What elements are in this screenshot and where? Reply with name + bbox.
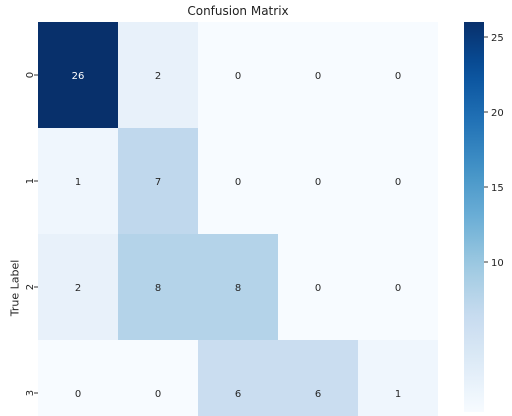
heatmap-cell [358,234,438,340]
colorbar-tick-label: 25 [491,33,504,44]
heatmap-cell [38,128,118,234]
chart-title: Confusion Matrix [187,4,289,18]
cell-value-label: 1 [75,177,81,188]
cell-value-label: 0 [395,177,401,188]
y-tick-label: 1 [25,178,36,184]
heatmap-cell [278,22,358,128]
heatmap-cell [198,22,278,128]
heatmap-cell [198,340,278,416]
cell-value-label: 7 [155,177,161,188]
heatmap-cell [38,234,118,340]
cell-value-label: 6 [315,389,321,400]
cell-value-label: 1 [395,389,401,400]
cell-value-label: 8 [155,283,161,294]
heatmap-cell [358,22,438,128]
cell-value-label: 0 [75,389,81,400]
heatmap-cell [38,340,118,416]
heatmap-cell [358,340,438,416]
heatmap-cell [358,128,438,234]
cell-value-label: 0 [395,71,401,82]
colorbar-tick-label: 15 [491,183,504,194]
cell-value-label: 6 [235,389,241,400]
cell-value-label: 2 [155,71,161,82]
heatmap-cell [278,234,358,340]
colorbar [464,22,484,412]
heatmap-cell [198,128,278,234]
cell-value-label: 0 [395,283,401,294]
cell-value-label: 8 [235,283,241,294]
heatmap-cell [278,340,358,416]
heatmap-cell [38,22,118,128]
y-tick-label: 0 [25,72,36,78]
cell-value-label: 0 [315,283,321,294]
cell-value-label: 0 [315,177,321,188]
heatmap-cell [118,340,198,416]
heatmap-cell [118,128,198,234]
heatmap-cell [198,234,278,340]
cell-value-label: 2 [75,283,81,294]
heatmap-cell [118,22,198,128]
cell-value-label: 0 [235,177,241,188]
cell-value-label: 26 [72,71,85,82]
y-tick-label: 3 [25,390,36,396]
cell-value-label: 0 [315,71,321,82]
heatmap-cell [118,234,198,340]
heatmap-cell [278,128,358,234]
colorbar-tick-label: 10 [491,258,504,269]
cell-value-label: 0 [155,389,161,400]
cell-value-label: 0 [235,71,241,82]
y-tick-label: 2 [25,284,36,290]
colorbar-tick-label: 20 [491,108,504,119]
